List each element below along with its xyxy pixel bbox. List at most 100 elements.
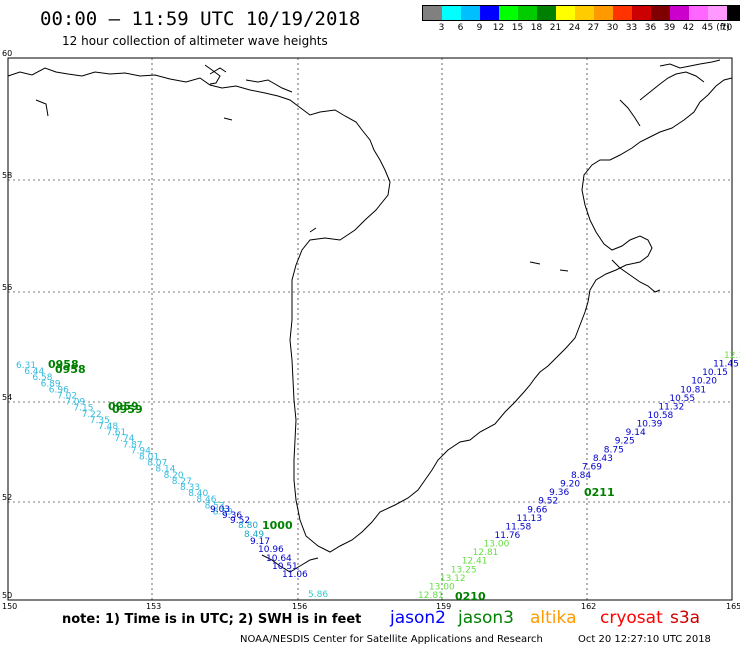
swh-value: 11.45	[713, 360, 739, 370]
swh-value: 10.81	[680, 385, 706, 395]
lat-label: 54	[2, 393, 12, 402]
swh-value: 11.76	[495, 531, 521, 541]
swh-value: 5.86	[308, 590, 328, 600]
color-swatch	[442, 6, 461, 20]
swh-value: 8.84	[571, 471, 591, 481]
footnote: note: 1) Time is in UTC; 2) SWH is in fe…	[62, 612, 362, 627]
color-scale-label: 45	[701, 23, 714, 33]
swh-value: 7.48	[98, 422, 118, 432]
pass-time: 0958	[48, 358, 79, 371]
axis-labels: 60 58 56 54 52 50 150 153 156 159 162 165	[2, 49, 740, 611]
swh-value: 11.13	[516, 514, 542, 524]
swh-value: 9.03	[210, 505, 230, 515]
swh-value: 8.49	[244, 530, 264, 540]
swh-value: 10.51	[272, 562, 298, 572]
legend-cryosat: cryosat	[600, 608, 663, 628]
color-scale-label: 30	[606, 23, 619, 33]
color-swatch	[537, 6, 556, 20]
color-swatch	[727, 6, 740, 20]
lon-label: 159	[436, 602, 451, 611]
swh-value: 8.59	[213, 507, 233, 517]
credit-line: NOAA/NESDIS Center for Satellite Applica…	[240, 634, 543, 645]
swh-value: 7.15	[73, 404, 93, 414]
swh-value: 8.33	[180, 483, 200, 493]
lon-label: 165	[726, 602, 740, 611]
color-scale-label: 39	[663, 23, 676, 33]
swh-value: 10.39	[637, 420, 663, 430]
swh-value: 13.12	[440, 574, 466, 584]
swh-value: 11.58	[505, 522, 531, 532]
swh-value: 8.75	[604, 445, 624, 455]
color-swatch	[594, 6, 613, 20]
swh-value: 10.64	[266, 554, 292, 564]
coastline	[7, 59, 733, 573]
color-swatch	[670, 6, 689, 20]
swh-value: 8.43	[593, 454, 613, 464]
swh-value: 8.01	[139, 453, 159, 463]
satellite-track-b: 12.8113.0013.1213.2512.4112.8113.0011.76…	[418, 351, 740, 603]
color-scale-label: 27	[587, 23, 600, 33]
color-swatch	[423, 6, 442, 20]
generation-timestamp: Oct 20 12:27:10 UTC 2018	[578, 634, 711, 645]
swh-value: 12.41	[462, 557, 488, 567]
swh-value: 7.09	[65, 398, 85, 408]
swh-value: 9.36	[549, 488, 569, 498]
swh-value: 7.22	[82, 410, 102, 420]
color-scale-label: 24	[568, 23, 581, 33]
swh-value: 11.06	[282, 570, 308, 580]
swh-value: 8.20	[164, 471, 184, 481]
legend-jason2: jason2	[390, 608, 446, 628]
lat-label: 58	[2, 171, 12, 180]
pass-time: 1000	[262, 519, 293, 532]
swh-value: 10.58	[648, 411, 674, 421]
swh-value: 10.55	[669, 394, 695, 404]
color-swatch	[575, 6, 594, 20]
swh-value: 12.81	[473, 548, 499, 558]
color-scale-labels: (ft) 3 6 9 12 15 18 21 24 27 30 33 36 39 42 45 70	[422, 21, 740, 35]
legend-s3a: s3a	[670, 608, 701, 628]
swh-value: 8.46	[196, 495, 216, 505]
swh-value: 9.52	[538, 497, 558, 507]
pass-time: 0958	[55, 363, 86, 376]
map-frame	[7, 57, 733, 601]
swh-value: 7.74	[114, 434, 134, 444]
color-swatch	[651, 6, 670, 20]
color-swatch	[556, 6, 575, 20]
color-swatch	[613, 6, 632, 20]
satellite-track-a: 6.316.446.586.896.967.027.097.157.227.35…	[16, 358, 328, 600]
swh-value: 7.61	[106, 428, 126, 438]
pass-time: 0210	[455, 590, 486, 603]
swh-value: 10.15	[702, 368, 728, 378]
color-scale-label: 21	[549, 23, 562, 33]
swh-value: 8.14	[155, 465, 175, 475]
color-swatch	[708, 6, 727, 20]
lat-label: 52	[2, 493, 12, 502]
swh-value: 8.80	[238, 521, 258, 531]
swh-value: 6.58	[32, 373, 52, 383]
swh-value: 7.69	[582, 462, 602, 472]
lat-label: 50	[2, 591, 12, 600]
lat-label: 56	[2, 283, 12, 292]
color-swatch	[518, 6, 537, 20]
color-swatch	[480, 6, 499, 20]
swh-value: 9.25	[615, 437, 635, 447]
color-swatch	[632, 6, 651, 20]
swh-value: 12.81	[418, 591, 444, 601]
lon-label: 156	[292, 602, 307, 611]
pass-time: 0211	[584, 486, 615, 499]
pass-time: 0959	[108, 400, 139, 413]
swh-value: 9.14	[626, 428, 646, 438]
swh-value: 9.17	[250, 537, 270, 547]
swh-value: 8.53	[205, 501, 225, 511]
map-subtitle: 12 hour collection of altimeter wave hei…	[62, 34, 328, 48]
swh-value: 7.02	[57, 392, 77, 402]
color-scale-label: 12	[492, 23, 505, 33]
lon-label: 162	[581, 602, 596, 611]
lon-label: 153	[146, 602, 161, 611]
swh-value: 10.20	[691, 377, 717, 387]
color-swatch	[689, 6, 708, 20]
legend-altika: altika	[530, 608, 577, 628]
swh-value: 11.32	[658, 402, 684, 412]
map-title: 00:00 – 11:59 UTC 10/19/2018	[40, 8, 361, 30]
swh-value: 9.66	[527, 505, 547, 515]
